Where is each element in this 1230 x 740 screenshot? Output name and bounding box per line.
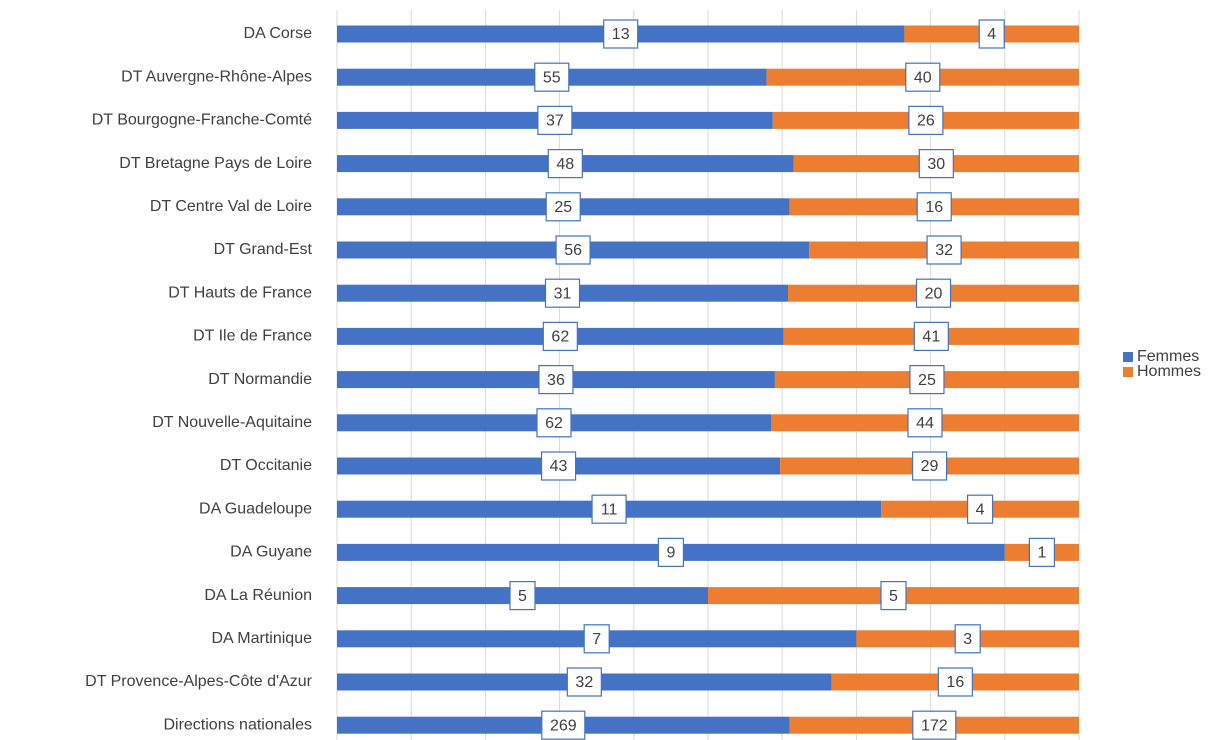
data-label-box	[908, 105, 944, 136]
data-label: 40	[914, 69, 932, 86]
y-tick-label: DA Guadeloupe	[199, 500, 312, 517]
data-label-box	[542, 321, 578, 351]
data-label-box	[657, 537, 685, 568]
data-label-box	[937, 667, 973, 697]
data-label: 62	[545, 415, 563, 432]
data-label: 20	[925, 285, 943, 302]
y-tick-label: Directions nationales	[163, 716, 312, 733]
data-label-box	[541, 710, 586, 740]
data-label-box	[540, 451, 577, 481]
data-label-box	[509, 580, 536, 611]
data-label-box	[954, 624, 981, 654]
data-label-box	[913, 321, 949, 351]
y-tick-label: DT Ile de France	[193, 328, 312, 345]
data-label-box	[911, 451, 948, 481]
y-tick-label: DA Guyane	[230, 544, 312, 561]
y-tick-label: DT Normandie	[208, 371, 312, 388]
legend-label: Femmes	[1137, 348, 1199, 365]
legend-swatch	[1123, 352, 1133, 362]
y-tick-label: DT Hauts de France	[168, 284, 312, 301]
data-label: 3	[963, 631, 972, 648]
data-label: 16	[946, 674, 964, 691]
data-label: 1	[1037, 545, 1046, 562]
y-tick-label: DA Martinique	[212, 630, 313, 647]
data-label: 4	[987, 26, 996, 43]
data-label-box	[905, 62, 941, 92]
data-label-box	[534, 62, 570, 92]
data-label: 26	[917, 113, 935, 130]
y-tick-label: DT Occitanie	[220, 457, 312, 474]
data-label: 31	[554, 285, 572, 302]
y-tick-label: DT Grand-Est	[214, 241, 313, 258]
data-label-box	[603, 19, 639, 49]
y-tick-label: DT Centre Val de Loire	[150, 198, 312, 215]
y-tick-label: DA La Réunion	[204, 587, 312, 604]
data-label-box	[544, 278, 581, 308]
data-label: 9	[666, 545, 675, 562]
data-label-box	[583, 624, 610, 654]
y-tick-label: DT Auvergne-Rhône-Alpes	[121, 68, 312, 85]
data-label-box	[545, 192, 581, 222]
data-label: 30	[927, 156, 945, 173]
data-label: 25	[918, 372, 936, 389]
data-label: 48	[556, 156, 574, 173]
data-label: 29	[921, 458, 939, 475]
data-label-box	[536, 408, 572, 438]
data-label: 37	[546, 113, 564, 130]
legend-label: Hommes	[1137, 363, 1201, 380]
data-label: 16	[925, 199, 943, 216]
data-label: 5	[889, 588, 898, 605]
data-label: 269	[550, 717, 577, 734]
data-label-box	[918, 149, 954, 179]
data-label: 13	[612, 26, 630, 43]
data-label-box	[912, 710, 957, 740]
data-label: 32	[935, 242, 953, 259]
data-label: 56	[564, 242, 582, 259]
y-tick-label: DA Corse	[244, 25, 313, 42]
data-label-box	[555, 235, 591, 265]
data-label-box	[926, 235, 962, 265]
data-label-box	[978, 19, 1005, 49]
y-tick-label: DT Provence-Alpes-Côte d'Azur	[85, 673, 313, 690]
data-label: 7	[592, 631, 601, 648]
legend-swatch	[1123, 367, 1133, 377]
data-label: 25	[554, 199, 572, 216]
data-label: 4	[976, 501, 985, 518]
data-label: 44	[916, 415, 934, 432]
data-label-box	[966, 494, 994, 524]
data-label: 41	[922, 329, 940, 346]
y-tick-label: DT Bretagne Pays de Loire	[119, 155, 312, 172]
data-label-box	[1028, 537, 1056, 568]
data-label-box	[915, 278, 952, 308]
data-label: 11	[601, 501, 618, 518]
data-label-box	[909, 365, 945, 395]
data-label-box	[916, 192, 952, 222]
data-label-box	[880, 580, 907, 611]
data-label-box	[538, 365, 574, 395]
data-label: 43	[550, 458, 568, 475]
data-label: 62	[551, 329, 569, 346]
data-label-box	[566, 667, 602, 697]
data-label: 5	[518, 588, 527, 605]
data-label: 32	[575, 674, 593, 691]
data-label-box	[547, 149, 583, 179]
y-tick-label: DT Bourgogne-Franche-Comté	[92, 112, 312, 129]
y-tick-label: DT Nouvelle-Aquitaine	[152, 414, 312, 431]
data-label: 55	[543, 69, 561, 86]
data-label: 36	[547, 372, 565, 389]
data-label-box	[907, 408, 943, 438]
data-label: 172	[921, 717, 948, 734]
data-label-box	[537, 105, 573, 136]
data-label-box	[591, 494, 627, 524]
